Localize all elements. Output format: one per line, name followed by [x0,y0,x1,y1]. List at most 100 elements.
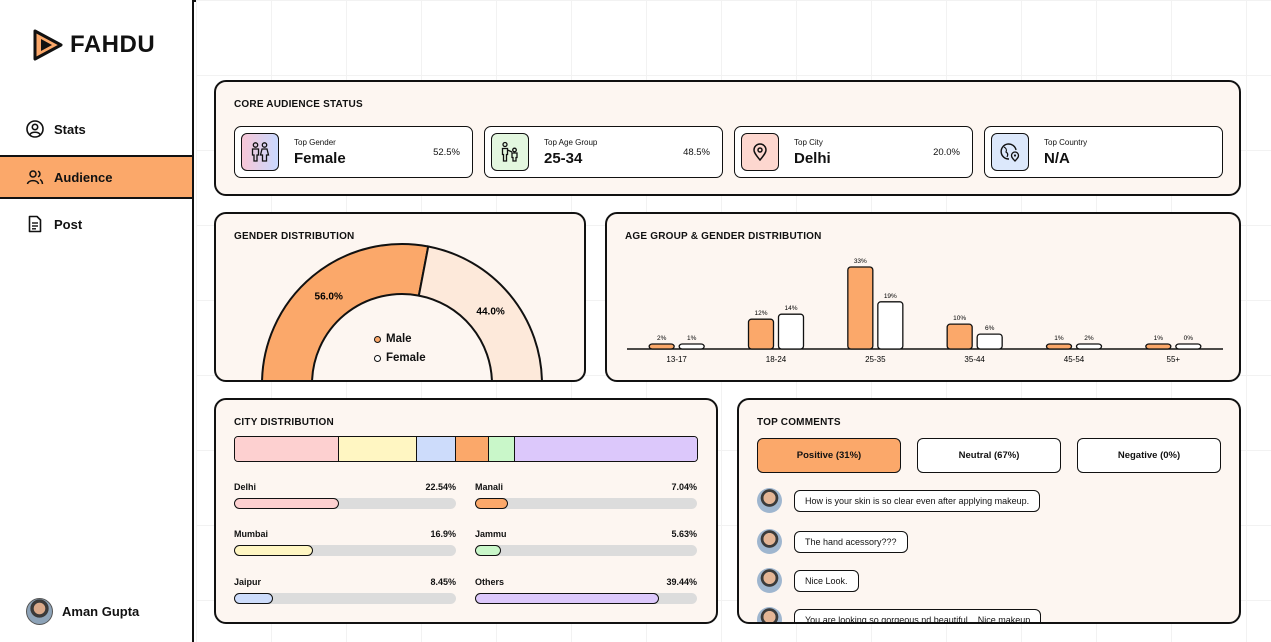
city-name: Mumbai [234,529,269,539]
stat-top-gender[interactable]: Top Gender Female 52.5% [234,126,473,178]
top-comments-card: TOP COMMENTS Positive (31%) Neutral (67%… [737,398,1241,624]
nav-label-stats: Stats [54,121,86,137]
comment-text: How is your skin is so clear even after … [794,489,1041,512]
city-progress-fill [475,498,508,509]
nav-item-post[interactable]: Post [0,202,192,246]
city-segment-delhi[interactable] [235,437,340,461]
stat-label: Top City [794,138,823,147]
stat-value: Delhi [794,150,831,167]
stat-value: Female [294,150,346,167]
stat-top-age-group[interactable]: Top Age Group 25-34 48.5% [484,126,723,178]
x-tick-label: 18-24 [766,355,787,364]
stat-label: Top Gender [294,138,336,147]
age-gender-chart: 2% 1% 13-17 12% 14% 18-24 33% 19% 25-35 10% 6% 35-4… [627,258,1223,364]
gender-distribution-title: GENDER DISTRIBUTION [234,231,355,242]
city-progress-fill [475,545,502,556]
city-pct: 22.54% [425,482,456,492]
city-name: Delhi [234,482,257,492]
city-segment-mumbai[interactable] [339,437,418,461]
bar-data-label: 33% [854,258,867,265]
brand-logo[interactable]: FAHDU [32,28,155,62]
family-icon [491,133,529,171]
bar-data-label: 2% [657,335,667,342]
bar-data-label: 1% [687,335,697,342]
comment-text: The hand acessory??? [794,530,908,553]
bar-data-label: 12% [754,310,767,317]
location-pin-icon [741,133,779,171]
bar-25-35-series-2[interactable] [877,301,904,350]
male-pct-label: 56.0% [315,291,343,302]
comment-item: How is your skin is so clear even after … [757,488,1041,513]
brand-name: FAHDU [70,31,156,58]
document-icon [26,215,44,233]
commenter-avatar [757,607,782,622]
city-progress-fill [234,498,340,509]
city-name: Jaipur [234,577,262,587]
gender-gauge: 56.0% 44.0% [261,243,543,382]
city-segment-others[interactable] [514,437,697,461]
bar-18-24-series-2[interactable] [777,313,805,350]
stat-percentage: 20.0% [933,147,960,158]
city-pct: 16.9% [430,529,456,539]
bar-data-label: 1% [1054,335,1064,342]
users-icon [26,168,44,186]
legend-female-label: Female [386,352,426,364]
gender-icon [241,133,279,171]
bar-35-44-series-1[interactable] [946,323,973,350]
bar-55+-series-1[interactable] [1145,343,1172,350]
bar-25-35-series-1[interactable] [847,266,874,350]
nav-item-audience[interactable]: Audience [0,155,192,199]
city-name: Jammu [475,529,507,539]
city-pct: 7.04% [671,482,697,492]
stat-value: 25-34 [544,150,583,167]
bar-18-24-series-1[interactable] [747,318,775,350]
commenter-avatar [757,529,782,554]
city-progress-fill [475,593,659,604]
bar-13-17-series-2[interactable] [678,343,705,350]
tab-negative[interactable]: Negative (0%) [1077,438,1221,473]
city-name: Others [475,577,505,587]
bar-data-label: 1% [1154,335,1164,342]
brand-logo-icon [33,29,63,61]
city-segment-manali[interactable] [456,437,489,461]
bar-35-44-series-2[interactable] [976,333,1003,350]
city-progress-track [475,545,697,556]
stat-percentage: 48.5% [683,147,710,158]
city-segment-jaipur[interactable] [417,437,457,461]
city-segment-jammu[interactable] [488,437,515,461]
female-arc[interactable] [417,245,543,382]
city-progress-track [234,545,456,556]
user-circle-icon [26,120,44,138]
bar-55+-series-2[interactable] [1175,343,1202,350]
legend-male-label: Male [386,333,412,345]
bar-45-54-series-2[interactable] [1075,343,1103,350]
tab-neutral[interactable]: Neutral (67%) [917,438,1061,473]
x-tick-label: 45-54 [1064,355,1085,364]
stat-percentage: 52.5% [433,147,460,158]
city-progress-fill [234,545,313,556]
bar-data-label: 19% [884,293,897,300]
bar-data-label: 6% [985,325,995,332]
commenter-avatar [757,568,782,593]
bar-13-17-series-1[interactable] [648,343,675,350]
bar-45-54-series-1[interactable] [1045,343,1073,350]
nav-item-stats[interactable]: Stats [0,107,192,151]
city-stacked-bar [234,436,698,462]
city-progress-track [234,593,456,604]
user-profile[interactable]: Aman Gupta [26,598,139,625]
comment-item: The hand acessory??? [757,529,908,554]
legend-female: Female [374,352,426,364]
x-tick-label: 13-17 [666,355,687,364]
city-pct: 5.63% [671,529,697,539]
city-progress-track [234,498,456,509]
x-tick-label: 35-44 [964,355,985,364]
stat-value: N/A [1044,150,1070,167]
tab-positive[interactable]: Positive (31%) [757,438,901,473]
bar-data-label: 14% [784,305,797,312]
core-audience-card: CORE AUDIENCE STATUS Top Gender Female 5… [214,80,1241,196]
stat-top-city[interactable]: Top City Delhi 20.0% [734,126,973,178]
comment-item: You are looking so gorgeous nd beautiful… [757,607,1042,622]
bar-data-label: 10% [953,315,966,322]
stat-top-country[interactable]: Top Country N/A [984,126,1223,178]
city-progress-track [475,593,697,604]
